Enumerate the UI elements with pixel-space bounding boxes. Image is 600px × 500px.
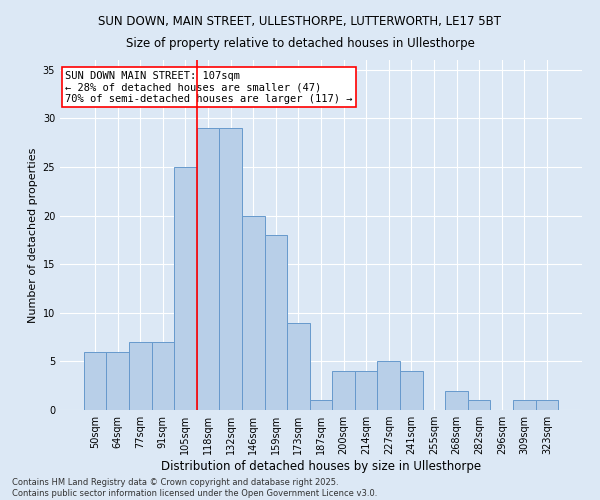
Bar: [287, 322, 310, 410]
Bar: [220, 128, 242, 410]
Bar: [242, 216, 265, 410]
Bar: [332, 371, 355, 410]
Bar: [445, 390, 468, 410]
Bar: [197, 128, 220, 410]
Bar: [265, 235, 287, 410]
Bar: [468, 400, 490, 410]
Bar: [400, 371, 422, 410]
Text: Contains HM Land Registry data © Crown copyright and database right 2025.
Contai: Contains HM Land Registry data © Crown c…: [12, 478, 377, 498]
Bar: [129, 342, 152, 410]
Y-axis label: Number of detached properties: Number of detached properties: [28, 148, 38, 322]
Text: SUN DOWN, MAIN STREET, ULLESTHORPE, LUTTERWORTH, LE17 5BT: SUN DOWN, MAIN STREET, ULLESTHORPE, LUTT…: [98, 15, 502, 28]
Text: Size of property relative to detached houses in Ullesthorpe: Size of property relative to detached ho…: [125, 38, 475, 51]
Bar: [174, 167, 197, 410]
Bar: [106, 352, 129, 410]
Bar: [536, 400, 558, 410]
Bar: [377, 362, 400, 410]
X-axis label: Distribution of detached houses by size in Ullesthorpe: Distribution of detached houses by size …: [161, 460, 481, 473]
Bar: [152, 342, 174, 410]
Bar: [355, 371, 377, 410]
Bar: [84, 352, 106, 410]
Text: SUN DOWN MAIN STREET: 107sqm
← 28% of detached houses are smaller (47)
70% of se: SUN DOWN MAIN STREET: 107sqm ← 28% of de…: [65, 70, 353, 104]
Bar: [310, 400, 332, 410]
Bar: [513, 400, 536, 410]
